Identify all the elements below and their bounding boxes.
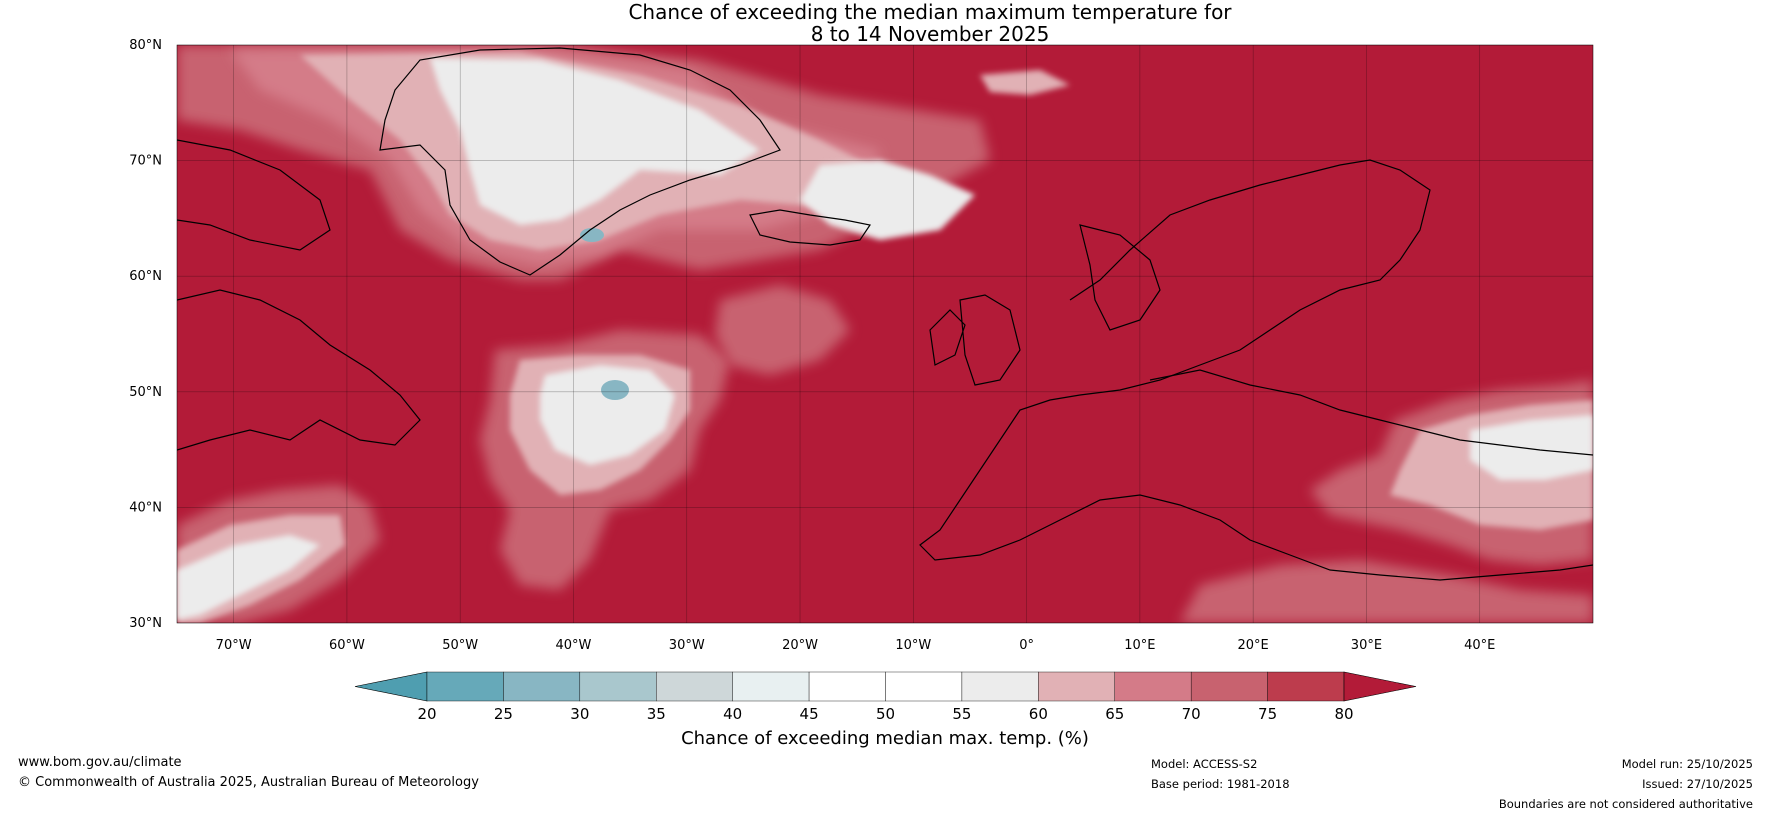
colorbar-segment	[1190, 671, 1268, 702]
longitude-label: 10°E	[1124, 638, 1155, 653]
website-link[interactable]: www.bom.gov.au/climate	[18, 755, 182, 770]
figure-title-line1: Chance of exceeding the median maximum t…	[628, 0, 1232, 24]
map-frame	[176, 44, 1594, 624]
colorbar-tick-label: 20	[417, 705, 436, 723]
colorbar-segment	[426, 671, 504, 702]
model-run-date: Model run: 25/10/2025	[1621, 757, 1753, 771]
colorbar-segment	[1267, 671, 1345, 702]
latitude-label: 30°N	[129, 616, 162, 631]
latitude-label: 40°N	[129, 500, 162, 515]
colorbar-segment	[732, 671, 810, 702]
longitude-label: 30°W	[669, 638, 705, 653]
coastlines	[177, 47, 1593, 581]
colorbar	[354, 671, 1417, 702]
latitude-label: 50°N	[129, 385, 162, 400]
longitude-label: 20°W	[782, 638, 818, 653]
colorbar-segment	[808, 671, 886, 702]
colorbar-tick-label: 65	[1105, 705, 1124, 723]
colorbar-segment	[961, 671, 1039, 702]
colorbar-segment	[656, 671, 733, 702]
longitude-label: 20°E	[1238, 638, 1269, 653]
issued-date: Issued: 27/10/2025	[1642, 777, 1753, 791]
latitude-labels: 80°N 70°N 60°N 50°N 40°N 30°N	[129, 38, 162, 631]
colorbar-tick-label: 30	[570, 705, 589, 723]
colorbar-tick-label: 80	[1334, 705, 1353, 723]
latitude-label: 60°N	[129, 269, 162, 284]
colorbar-tick-label: 75	[1258, 705, 1277, 723]
longitude-label: 10°W	[895, 638, 931, 653]
latitude-label: 70°N	[129, 154, 162, 169]
colorbar-tick-label: 35	[647, 705, 666, 723]
longitude-label: 30°E	[1351, 638, 1382, 653]
figure-title-line2: 8 to 14 November 2025	[810, 22, 1050, 46]
copyright-text: © Commonwealth of Australia 2025, Austra…	[18, 775, 479, 790]
longitude-label: 70°W	[216, 638, 252, 653]
longitude-label: 60°W	[329, 638, 365, 653]
longitude-label: 0°	[1019, 638, 1034, 653]
colorbar-tick-label: 50	[876, 705, 895, 723]
colorbar-segment	[1038, 671, 1115, 702]
colorbar-label: Chance of exceeding median max. temp. (%…	[681, 728, 1089, 749]
colorbar-segment	[1114, 671, 1192, 702]
base-period: Base period: 1981-2018	[1151, 777, 1290, 791]
colorbar-over-arrow	[1343, 671, 1417, 702]
model-name: Model: ACCESS-S2	[1151, 757, 1258, 771]
longitude-labels: 70°W 60°W 50°W 40°W 30°W 20°W 10°W 0° 10°E 20°E 30…	[216, 638, 1496, 653]
longitude-label: 50°W	[442, 638, 478, 653]
probability-field	[177, 45, 1593, 623]
colorbar-tick-label: 40	[723, 705, 742, 723]
colorbar-under-arrow	[354, 671, 428, 702]
colorbar-tick-labels: 20 25 30 35 40 45 50 55 60 65 70 75 80	[417, 705, 1353, 723]
graticule	[177, 45, 1593, 623]
colorbar-segment	[885, 671, 963, 702]
colorbar-tick-label: 25	[494, 705, 513, 723]
longitude-label: 40°E	[1464, 638, 1495, 653]
colorbar-segment	[503, 671, 581, 702]
colorbar-tick-label: 45	[800, 705, 819, 723]
colorbar-tick-label: 55	[952, 705, 971, 723]
colorbar-tick-label: 70	[1182, 705, 1201, 723]
boundary-disclaimer: Boundaries are not considered authoritat…	[1498, 797, 1753, 811]
longitude-label: 40°W	[556, 638, 592, 653]
colorbar-segment	[579, 671, 657, 702]
colorbar-tick-label: 60	[1029, 705, 1048, 723]
latitude-label: 80°N	[129, 38, 162, 53]
